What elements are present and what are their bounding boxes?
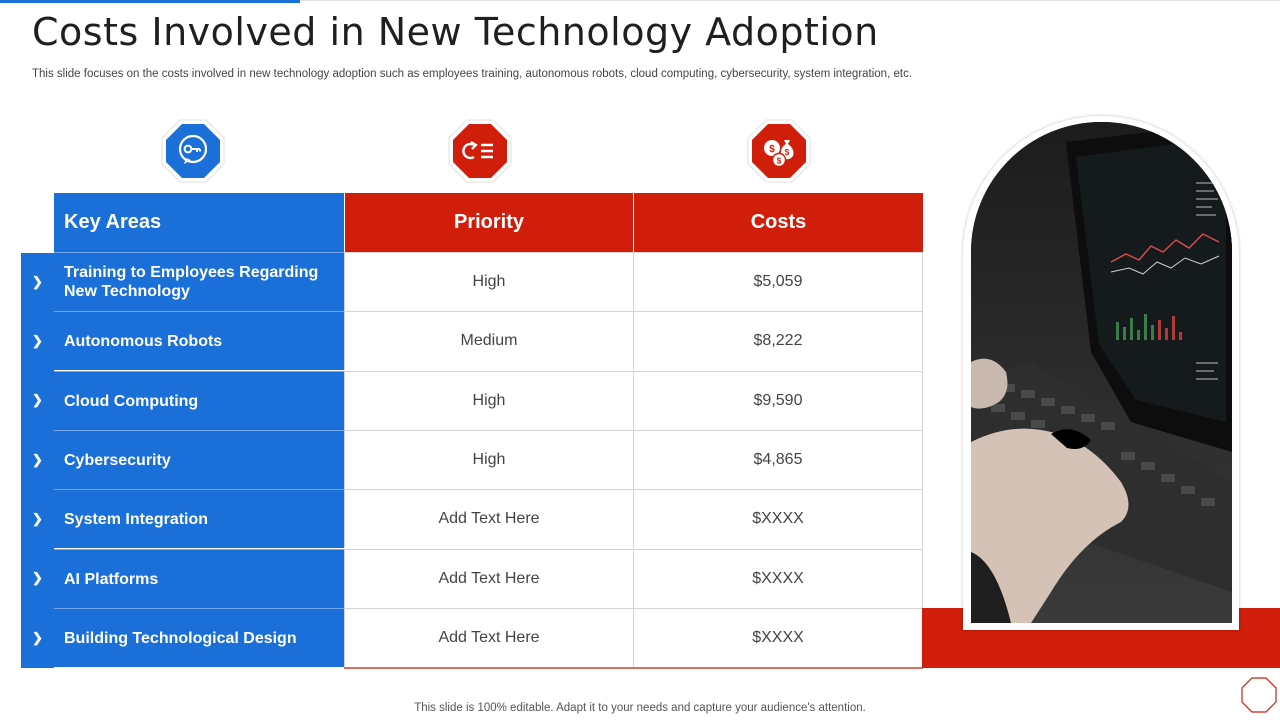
table-bottom-border — [344, 667, 923, 669]
key-area-cell: Cloud Computing — [54, 371, 344, 430]
svg-text:$: $ — [785, 148, 790, 157]
octagon-logo-icon — [1240, 676, 1278, 714]
cost-cell: $XXXX — [633, 489, 923, 548]
table-row: AI Platforms Add Text Here $XXXX — [54, 549, 923, 608]
table-row: System Integration Add Text Here $XXXX — [54, 489, 923, 548]
svg-text:$: $ — [777, 157, 782, 166]
priority-cell: Add Text Here — [344, 608, 633, 667]
process-list-icon — [447, 118, 513, 184]
row-marker-strip — [21, 253, 54, 668]
money-bags-icon: $ $ $ — [746, 118, 812, 184]
priority-cell: High — [344, 430, 633, 489]
key-area-cell: Building Technological Design — [54, 608, 344, 667]
key-area-cell: Training to Employees Regarding New Tech… — [54, 252, 344, 311]
page-subtitle: This slide focuses on the costs involved… — [32, 68, 913, 80]
cost-cell: $9,590 — [633, 371, 923, 430]
chevron-right-icon: ❯ — [32, 510, 43, 526]
chevron-right-icon: ❯ — [32, 332, 43, 348]
cost-cell: $5,059 — [633, 252, 923, 311]
cost-cell: $8,222 — [633, 311, 923, 370]
priority-cell: Medium — [344, 311, 633, 370]
page-title: Costs Involved in New Technology Adoptio… — [32, 10, 879, 54]
footer-note: This slide is 100% editable. Adapt it to… — [414, 702, 866, 714]
table-row: Training to Employees Regarding New Tech… — [54, 252, 923, 311]
priority-cell: Add Text Here — [344, 489, 633, 548]
key-area-cell: AI Platforms — [54, 549, 344, 608]
table-row: Cybersecurity High $4,865 — [54, 430, 923, 489]
chevron-right-icon: ❯ — [32, 451, 43, 467]
key-area-cell: Autonomous Robots — [54, 311, 344, 370]
header-costs: Costs — [633, 193, 923, 252]
svg-text:$: $ — [769, 144, 775, 155]
priority-cell: High — [344, 252, 633, 311]
chevron-right-icon: ❯ — [32, 273, 43, 289]
cost-cell: $XXXX — [633, 608, 923, 667]
cost-cell: $4,865 — [633, 430, 923, 489]
table-row: Cloud Computing High $9,590 — [54, 371, 923, 430]
laptop-photo — [971, 122, 1232, 623]
top-accent-bar — [0, 0, 300, 3]
chevron-right-icon: ❯ — [32, 629, 43, 645]
key-area-cell: System Integration — [54, 489, 344, 548]
cost-cell: $XXXX — [633, 549, 923, 608]
header-key-areas: Key Areas — [54, 193, 344, 252]
table-row: Autonomous Robots Medium $8,222 — [54, 311, 923, 370]
header-priority: Priority — [344, 193, 633, 252]
table-row: Building Technological Design Add Text H… — [54, 608, 923, 667]
top-divider — [300, 0, 1280, 1]
chevron-right-icon: ❯ — [32, 391, 43, 407]
priority-cell: Add Text Here — [344, 549, 633, 608]
key-icon — [160, 118, 226, 184]
key-area-cell: Cybersecurity — [54, 430, 344, 489]
chevron-right-icon: ❯ — [32, 569, 43, 585]
priority-cell: High — [344, 371, 633, 430]
